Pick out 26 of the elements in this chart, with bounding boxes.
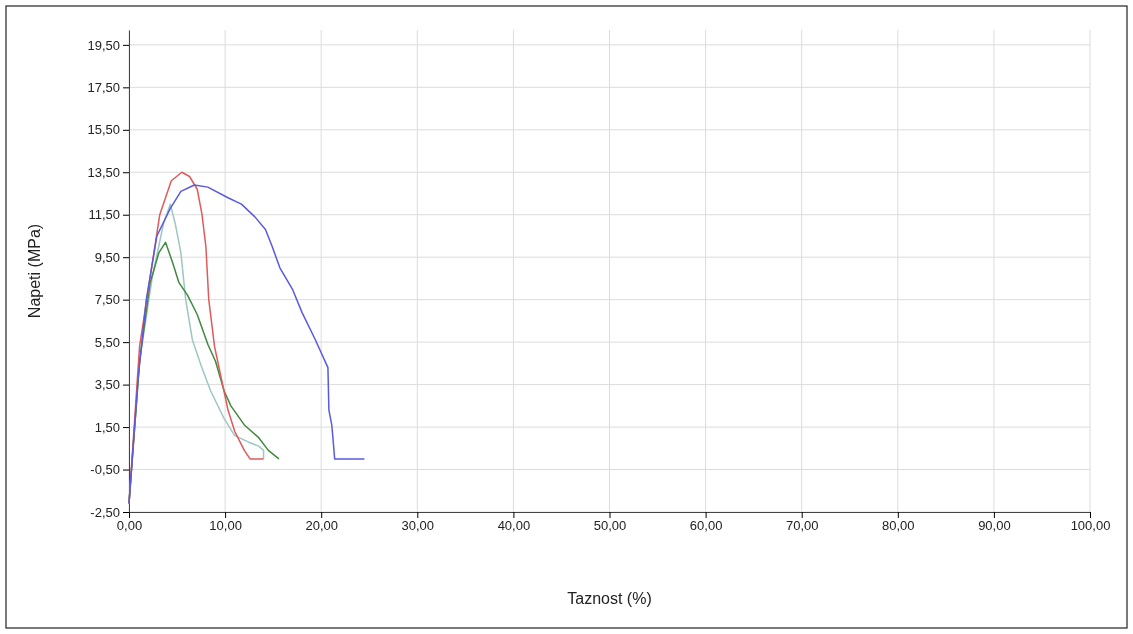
y-tick-label: -2,50 — [90, 504, 120, 520]
x-tick-label: 10,00 — [209, 518, 242, 534]
y-tick-label: 13,50 — [87, 164, 120, 180]
x-tick-label: 70,00 — [785, 518, 819, 534]
x-tick-label: 30,00 — [401, 518, 435, 534]
x-tick-label: 90,00 — [978, 518, 1011, 534]
y-tick-label: 7,50 — [94, 292, 120, 308]
x-tick-label: 0,00 — [116, 518, 143, 534]
y-tick-label: 9,50 — [94, 249, 120, 265]
x-tick-label: 40,00 — [497, 518, 531, 534]
y-tick-label: 19,50 — [87, 37, 120, 53]
y-tick-label: 11,50 — [88, 207, 120, 223]
y-tick-label: 1,50 — [94, 419, 120, 435]
x-tick-label: 20,00 — [305, 518, 338, 534]
y-tick-label: 17,50 — [87, 79, 120, 95]
x-axis-title: Taznost (%) — [567, 590, 652, 607]
x-tick-label: 60,00 — [689, 518, 723, 534]
x-tick-label: 50,00 — [593, 518, 627, 534]
x-tick-label: 80,00 — [882, 518, 915, 534]
y-axis-title: Napeti (MPa) — [26, 223, 43, 319]
line-series — [128, 184, 366, 505]
y-tick-label: 15,50 — [87, 122, 120, 138]
y-tick-label: 5,50 — [94, 334, 120, 350]
x-tick-label: 100,00 — [1070, 518, 1111, 534]
y-tick-label: -0,50 — [90, 462, 120, 478]
y-tick-label: 3,50 — [94, 377, 120, 393]
